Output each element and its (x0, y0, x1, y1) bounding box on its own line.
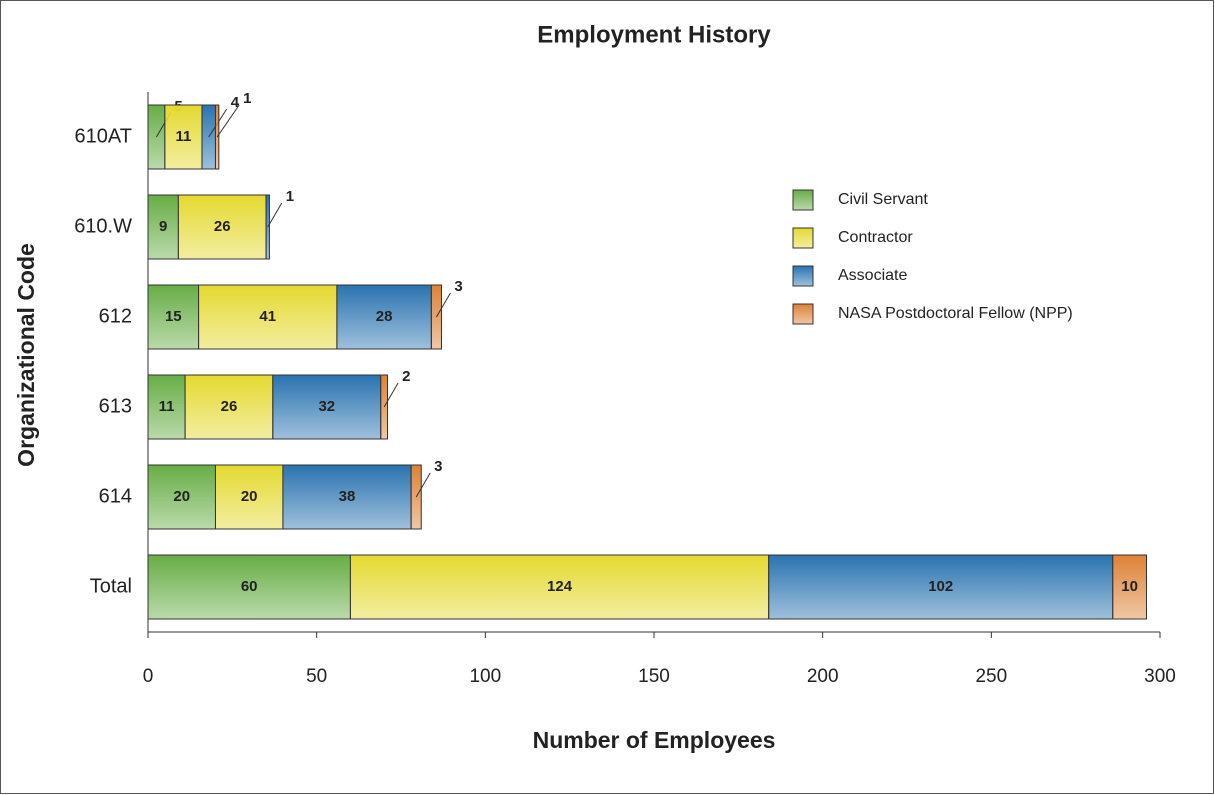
data-label: 60 (241, 578, 258, 595)
data-label: 124 (547, 578, 573, 595)
bar-segment (1112, 554, 1148, 620)
y-tick-label: Total (90, 575, 132, 597)
bar-segment (282, 464, 412, 530)
data-label: 41 (259, 308, 276, 325)
data-label: 26 (221, 398, 238, 415)
y-tick-label: 614 (99, 485, 132, 507)
x-tick-label: 250 (975, 666, 1007, 687)
data-label: 11 (175, 128, 191, 145)
x-tick-label: 0 (143, 666, 154, 687)
y-tick-label: 612 (99, 305, 132, 327)
data-label: 3 (434, 458, 442, 475)
legend-label: Associate (838, 267, 907, 284)
data-label: 4 (231, 94, 240, 111)
bar-segment (214, 464, 284, 530)
bar-segment (164, 104, 203, 170)
data-label: 11 (159, 398, 175, 415)
leader-line (435, 292, 451, 318)
legend-swatch (792, 303, 814, 325)
data-label: 9 (159, 218, 167, 235)
x-axis-title: Number of Employees (533, 727, 776, 753)
bar-segment (147, 464, 216, 530)
data-label: 10 (1121, 578, 1138, 595)
x-tick-label: 100 (469, 666, 501, 687)
legend-label: Civil Servant (838, 191, 928, 208)
x-tick-label: 300 (1144, 666, 1176, 687)
bar-segment (198, 284, 338, 350)
leader-line (415, 472, 431, 498)
bar-segment (272, 374, 382, 440)
legend-swatch (792, 265, 814, 287)
bar-segment (147, 284, 200, 350)
data-label: 1 (243, 90, 251, 107)
bar-segment (177, 194, 267, 260)
y-axis-title: Organizational Code (13, 243, 39, 467)
data-label: 28 (376, 308, 393, 325)
y-tick-label: 610.W (74, 215, 132, 237)
data-label: 3 (454, 278, 462, 295)
legend-swatch (792, 227, 814, 249)
data-label: 102 (928, 578, 953, 595)
bar-segment (768, 554, 1114, 620)
y-tick-label: 613 (99, 395, 132, 417)
y-tick-label: 610AT (75, 125, 132, 147)
data-label: 2 (402, 368, 410, 385)
bar-segment (214, 104, 220, 170)
legend-label: NASA Postdoctoral Fellow (NPP) (838, 305, 1073, 322)
data-label: 1 (286, 188, 294, 205)
bar-segment (430, 284, 442, 350)
bar-segment (147, 554, 351, 620)
x-tick-label: 200 (807, 666, 839, 687)
bar-segment (349, 554, 770, 620)
x-tick-label: 150 (638, 666, 670, 687)
data-label: 26 (214, 218, 231, 235)
legend-swatch (792, 189, 814, 211)
legend-label: Contractor (838, 229, 913, 246)
data-label: 38 (339, 488, 356, 505)
data-label: 15 (165, 308, 182, 325)
data-label: 32 (318, 398, 335, 415)
data-label: 20 (173, 488, 190, 505)
data-label: 20 (241, 488, 258, 505)
x-tick-label: 50 (306, 666, 327, 687)
leader-line (383, 382, 399, 408)
bar-segment (147, 374, 186, 440)
leader-line (216, 104, 240, 138)
leader-line (267, 202, 283, 228)
chart-title: Employment History (537, 21, 771, 48)
